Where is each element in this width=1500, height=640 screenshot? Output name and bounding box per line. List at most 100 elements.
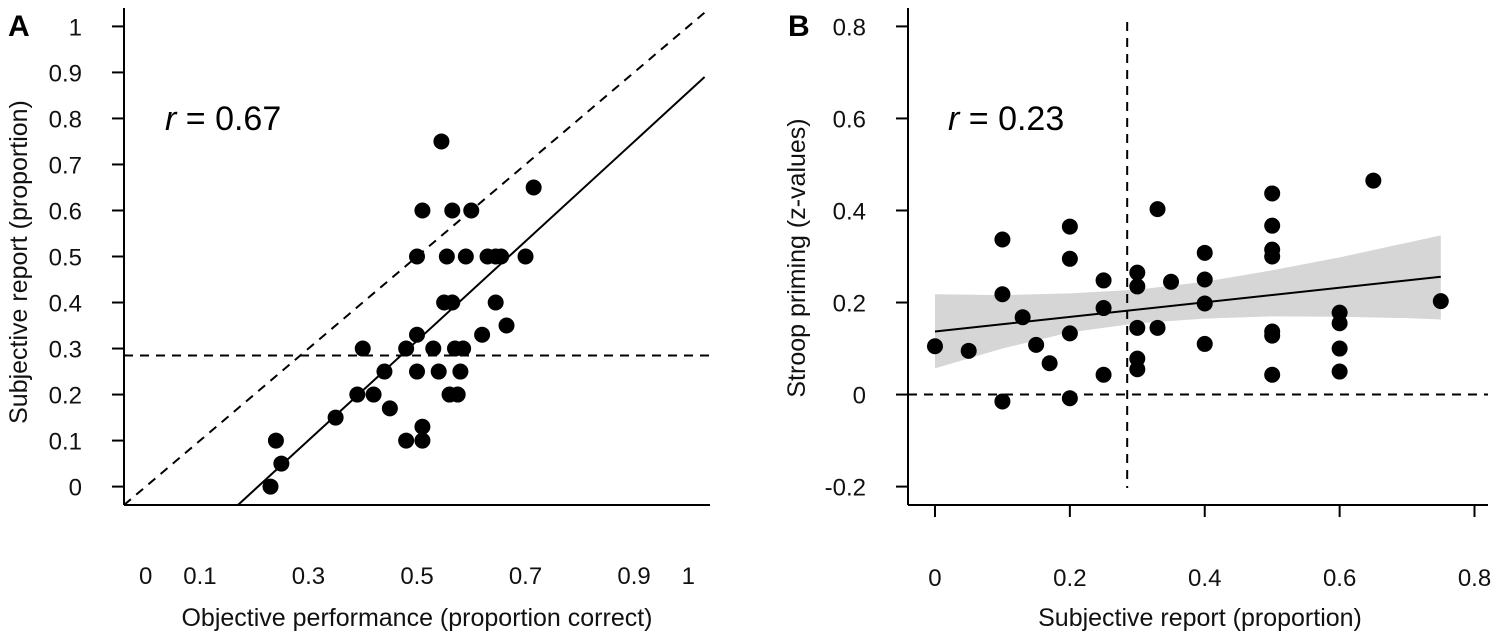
panel-a-data-point xyxy=(487,294,504,311)
panel-b-data-point xyxy=(926,338,943,355)
panel-b-y-tick-label: 0.2 xyxy=(833,291,866,318)
panel-a-x-tick-label: 0.7 xyxy=(509,563,542,590)
panel-a-data-point xyxy=(409,326,425,343)
panel-b-data-point xyxy=(1041,355,1058,372)
panel-a: A 0 0.1 0.2 0.3 0.4 0.5 0.6 0.7 0.8 0.9 1 0 0.1 0.3 0.… xyxy=(5,8,710,632)
panel-a-data-point xyxy=(444,294,461,311)
panel-a-data-point xyxy=(414,202,431,219)
panel-b-data-point xyxy=(1196,295,1213,312)
panel-b-y-tick-label: 0.4 xyxy=(833,198,866,225)
panel-a-data-point xyxy=(349,386,366,403)
panel-b-data-point xyxy=(1129,278,1146,295)
panel-b-data-point xyxy=(1163,273,1180,290)
panel-a-data-point xyxy=(425,340,442,357)
panel-a-data-point xyxy=(381,400,398,417)
panel-a-data-point xyxy=(273,455,290,472)
panel-b-data-point xyxy=(1061,390,1078,407)
panel-a-data-point xyxy=(493,248,510,265)
panel-b-data-point xyxy=(1331,315,1348,332)
panel-a-data-point xyxy=(517,248,534,265)
panel-a-x-axis-title: Objective performance (proportion correc… xyxy=(181,604,652,632)
panel-a-x-tick-label: 0.3 xyxy=(292,563,325,590)
panel-a-y-tick-label: 0.1 xyxy=(49,429,82,456)
panel-b-x-axis-title: Subjective report (proportion) xyxy=(1038,604,1362,632)
panel-b-data-point xyxy=(994,393,1011,410)
panel-a-data-point xyxy=(398,432,415,449)
panel-a-data-point xyxy=(365,386,382,403)
panel-a-data-point xyxy=(525,179,542,196)
panel-a-data-point xyxy=(455,340,472,357)
panel-b-x-tick-label: 0.8 xyxy=(1458,565,1491,592)
panel-a-y-tick-label: 0 xyxy=(69,475,82,502)
panel-b-confidence-band xyxy=(934,235,1441,369)
panel-b-x-tick-label: 0.2 xyxy=(1053,565,1086,592)
panel-b-data-point xyxy=(1149,201,1166,218)
panel-a-x-tick-label: 0.9 xyxy=(617,563,650,590)
panel-b-y-tick-label: -0.2 xyxy=(825,475,866,502)
panel-a-y-tick-label: 0.2 xyxy=(49,383,82,410)
panel-a-data-point xyxy=(327,409,344,426)
panel-a-letter: A xyxy=(8,10,30,43)
panel-b-data-point xyxy=(1196,244,1213,261)
panel-a-data-point xyxy=(414,418,431,435)
panel-b-data-point xyxy=(1331,340,1348,357)
panel-b-data-point xyxy=(1061,218,1078,235)
panel-a-data-point xyxy=(433,133,450,150)
panel-a-data-point xyxy=(262,478,279,495)
panel-a-y-axis-title: Subjective report (proportion) xyxy=(5,100,33,424)
panel-a-y-tick-label: 0.9 xyxy=(49,60,82,87)
panel-b-x-tick-label: 0.6 xyxy=(1323,565,1356,592)
panel-a-data-point xyxy=(409,363,425,380)
panel-b-data-point xyxy=(1095,272,1112,289)
panel-a-x-tick-label: 0 xyxy=(139,563,152,590)
panel-b-data-point xyxy=(1061,325,1078,342)
panel-a-correlation: r = 0.67 xyxy=(165,100,281,138)
panel-b-data-point xyxy=(1264,366,1281,383)
panel-b-data-point xyxy=(994,231,1011,248)
panel-a-data-point xyxy=(457,248,474,265)
panel-a-y-tick-label: 0.3 xyxy=(49,337,82,364)
panel-b-data-point xyxy=(1028,336,1045,353)
panel-b-letter: B xyxy=(788,10,810,43)
panel-b-data-point xyxy=(960,342,977,359)
panel-a-data-point xyxy=(267,432,284,449)
panel-a-data-point xyxy=(376,363,393,380)
panel-a-data-point xyxy=(449,386,466,403)
panel-b-data-point xyxy=(1432,293,1449,310)
panel-a-y-tick-label: 0.8 xyxy=(49,106,82,133)
panel-a-data-point xyxy=(444,202,461,219)
panel-b-y-axis-title: Stroop priming (z-values) xyxy=(783,118,811,397)
panel-b-data-point xyxy=(1014,309,1031,326)
panel-b-y-tick-label: 0 xyxy=(853,383,866,410)
panel-b-correlation: r = 0.23 xyxy=(948,100,1064,138)
panel-a-data-point xyxy=(498,317,515,334)
panel-b-data-point xyxy=(1129,264,1146,281)
panel-b-data-point xyxy=(1129,361,1146,378)
panel-b-x-tick-label: 0.4 xyxy=(1188,565,1221,592)
panel-b-data-point xyxy=(1264,248,1281,265)
panel-a-data-point xyxy=(409,248,425,265)
panel-b-y-tick-label: 0.8 xyxy=(833,14,866,41)
panel-b-data-point xyxy=(1095,300,1112,317)
panel-b-data-point xyxy=(1365,172,1382,189)
panel-b-data-point xyxy=(1129,319,1146,336)
panel-b-data-point xyxy=(1149,319,1166,336)
panel-a-x-tick-label: 0.5 xyxy=(400,563,433,590)
panel-b-data-point xyxy=(1264,217,1281,234)
panel-b-y-tick-label: 0.6 xyxy=(833,106,866,133)
panel-a-data-point xyxy=(463,202,480,219)
panel-a-y-tick-label: 0.7 xyxy=(49,152,82,179)
panel-a-y-tick-label: 0.4 xyxy=(49,291,82,318)
panel-b: B -0.2 0 0.2 0.4 0.6 0.8 0 0.2 0.4 0.6 0.8 r = 0.2… xyxy=(783,8,1491,632)
panel-a-data-point xyxy=(398,340,415,357)
panel-a-data-point xyxy=(430,363,447,380)
panel-a-data-point xyxy=(474,326,491,343)
panel-a-data-point xyxy=(452,363,469,380)
panel-a-regression-line xyxy=(237,76,706,506)
panel-a-data-point xyxy=(438,248,455,265)
panel-a-data-point xyxy=(414,432,431,449)
panel-b-data-point xyxy=(1196,271,1213,288)
panel-b-data-point xyxy=(994,286,1011,303)
panel-a-x-tick-label: 1 xyxy=(682,563,695,590)
